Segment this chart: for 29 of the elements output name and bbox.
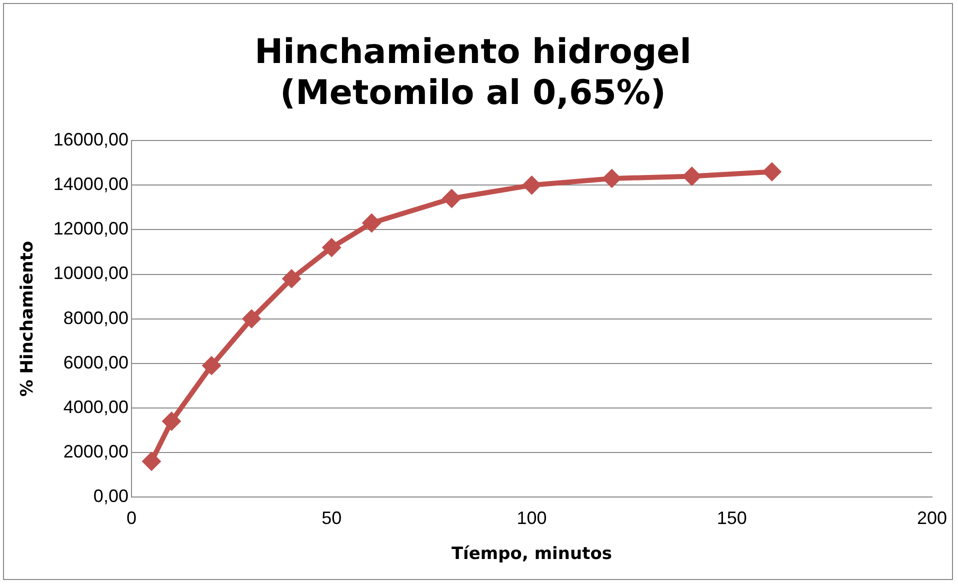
point	[602, 168, 622, 188]
y-tick-label: 0,00	[93, 486, 128, 506]
point	[362, 214, 382, 233]
x-tick-label: 200	[916, 508, 948, 528]
point	[322, 238, 342, 258]
point	[162, 412, 182, 431]
point	[442, 189, 462, 208]
x-tick-label: 150	[716, 508, 747, 528]
x-tick-label: 50	[322, 508, 342, 528]
y-tick-label: 16000,00	[53, 130, 128, 150]
x-axis-title: Tíempo, minutos	[451, 544, 612, 564]
y-tick-label: 8000,00	[63, 308, 128, 328]
point	[762, 162, 782, 182]
y-axis-title: % Hinchamiento	[18, 240, 38, 397]
point	[242, 309, 262, 328]
y-tick-label: 14000,00	[53, 174, 128, 194]
y-tick-label: 4000,00	[63, 396, 128, 417]
chart-title: Hinchamiento hidrogel (Metomilo al 0,65%)	[254, 32, 692, 114]
point	[202, 356, 222, 376]
y-tick-label: 6000,00	[63, 352, 128, 372]
x-tick-label: 0	[126, 508, 136, 528]
x-tick-label: 100	[516, 508, 547, 528]
y-tick-label: 2000,00	[63, 441, 128, 462]
point	[142, 452, 161, 471]
point	[522, 176, 542, 195]
y-tick-label: 12000,00	[53, 218, 128, 239]
point	[282, 269, 302, 288]
point	[682, 166, 702, 186]
y-tick-label: 10000,00	[53, 263, 128, 284]
